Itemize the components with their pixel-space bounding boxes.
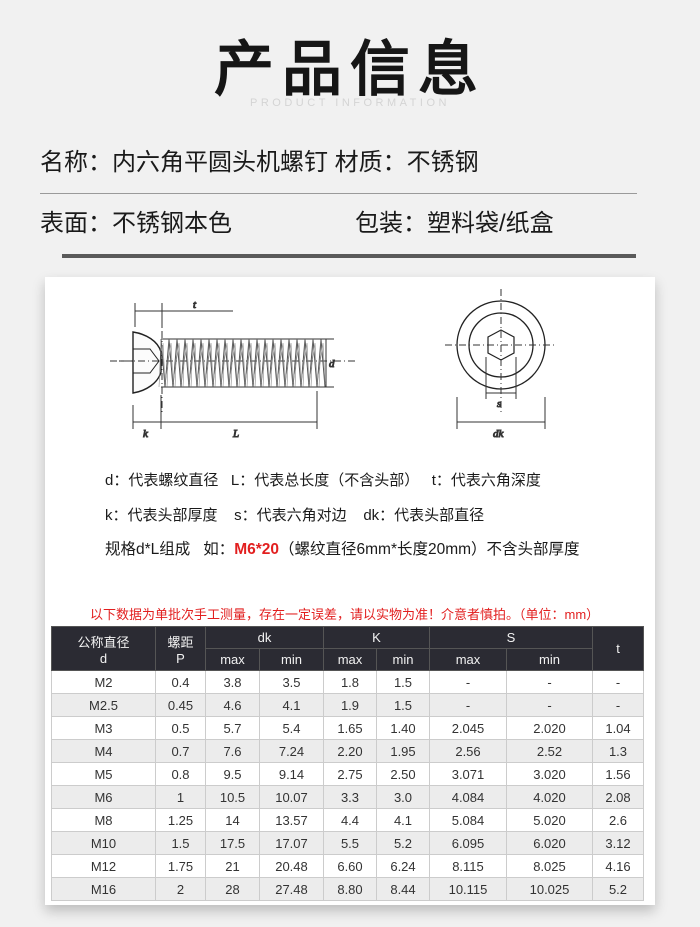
svg-text:s: s (497, 398, 501, 410)
svg-text:dk: dk (493, 428, 505, 440)
svg-text:L: L (232, 428, 239, 440)
svg-text:t: t (193, 299, 197, 311)
svg-text:k: k (143, 428, 149, 440)
svg-text:d: d (329, 358, 335, 370)
